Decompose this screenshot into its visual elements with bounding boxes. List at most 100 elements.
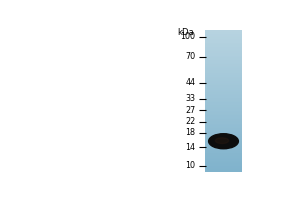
Bar <box>205 51 242 53</box>
Bar <box>205 128 242 129</box>
Bar <box>205 163 242 165</box>
Bar <box>205 159 242 161</box>
Bar <box>205 160 242 162</box>
Text: 22: 22 <box>185 117 196 126</box>
Bar <box>205 115 242 117</box>
Bar <box>205 167 242 169</box>
Bar <box>205 85 242 87</box>
Bar <box>205 111 242 112</box>
Bar <box>205 118 242 119</box>
Bar <box>205 133 242 135</box>
Bar <box>205 169 242 170</box>
Bar <box>205 87 242 88</box>
Bar <box>205 166 242 168</box>
Bar <box>205 113 242 115</box>
Text: 44: 44 <box>186 78 196 87</box>
Bar <box>205 164 242 166</box>
Bar <box>205 75 242 77</box>
Bar <box>205 64 242 66</box>
Bar <box>205 170 242 172</box>
Ellipse shape <box>208 134 238 149</box>
Bar <box>205 102 242 104</box>
Bar <box>205 50 242 51</box>
Bar <box>205 129 242 131</box>
Bar <box>205 37 242 39</box>
Bar <box>205 68 242 70</box>
Bar <box>205 33 242 34</box>
Bar <box>205 146 242 148</box>
Bar <box>205 152 242 153</box>
Bar <box>205 125 242 127</box>
Text: 33: 33 <box>186 94 196 103</box>
Bar <box>205 60 242 61</box>
Bar <box>205 130 242 132</box>
Bar <box>205 58 242 60</box>
Bar <box>205 145 242 146</box>
Bar <box>205 139 242 141</box>
Bar <box>205 132 242 134</box>
Bar <box>205 138 242 139</box>
Bar <box>205 94 242 95</box>
Bar <box>205 136 242 138</box>
Bar <box>205 143 242 145</box>
Bar <box>205 153 242 155</box>
Bar <box>205 43 242 44</box>
Bar <box>205 47 242 49</box>
Bar <box>205 62 242 64</box>
Bar <box>205 98 242 100</box>
Bar <box>205 91 242 92</box>
Text: 70: 70 <box>185 52 196 61</box>
Bar <box>205 38 242 40</box>
Bar <box>205 112 242 114</box>
Bar <box>205 142 242 144</box>
Bar <box>205 123 242 125</box>
Bar <box>205 45 242 47</box>
Bar <box>205 104 242 105</box>
Bar <box>205 149 242 151</box>
Bar <box>205 140 242 142</box>
Bar <box>205 119 242 121</box>
Bar <box>205 156 242 158</box>
Bar <box>205 54 242 56</box>
Bar <box>205 67 242 68</box>
Text: 27: 27 <box>185 106 196 115</box>
Bar <box>205 162 242 163</box>
Bar <box>205 155 242 156</box>
Text: 10: 10 <box>186 161 196 170</box>
Bar <box>205 53 242 54</box>
Bar <box>205 89 242 91</box>
Bar <box>205 55 242 57</box>
Text: 18: 18 <box>186 128 196 137</box>
Bar <box>205 126 242 128</box>
Bar <box>205 57 242 58</box>
Bar <box>205 116 242 118</box>
Bar <box>205 108 242 110</box>
Bar <box>205 72 242 74</box>
Bar <box>205 88 242 90</box>
Bar <box>205 106 242 108</box>
Bar <box>205 74 242 75</box>
Ellipse shape <box>215 138 229 144</box>
Bar <box>205 81 242 83</box>
Text: kDa: kDa <box>177 28 194 37</box>
Bar <box>205 70 242 71</box>
Bar <box>205 77 242 78</box>
Bar <box>205 92 242 94</box>
Bar <box>205 40 242 41</box>
Bar <box>205 95 242 97</box>
Bar <box>205 71 242 73</box>
Bar <box>205 36 242 37</box>
Bar <box>205 30 242 32</box>
Bar <box>205 82 242 84</box>
Text: 100: 100 <box>181 32 196 41</box>
Bar <box>205 61 242 63</box>
Bar <box>205 65 242 67</box>
Bar <box>205 150 242 152</box>
Bar <box>205 147 242 149</box>
Bar <box>205 79 242 81</box>
Bar <box>205 34 242 36</box>
Bar <box>205 44 242 46</box>
Bar <box>205 41 242 43</box>
Bar <box>205 99 242 101</box>
Text: 14: 14 <box>186 143 196 152</box>
